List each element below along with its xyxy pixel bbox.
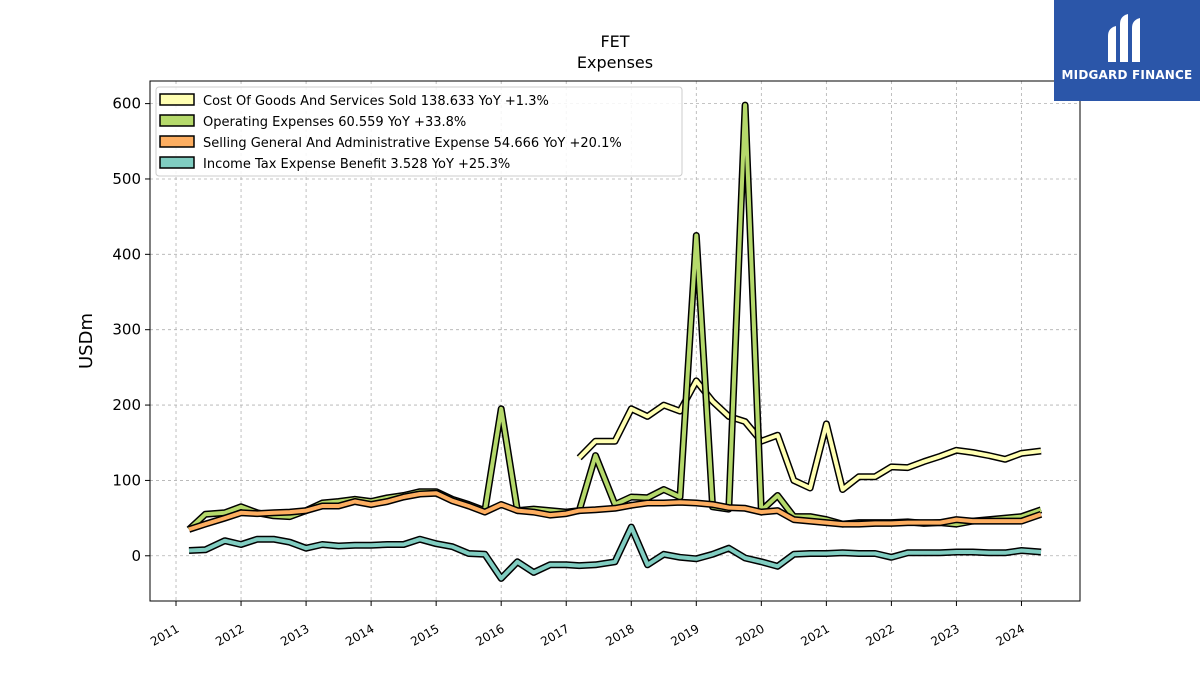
- y-axis-label: USDm: [76, 313, 97, 369]
- y-tick-label: 100: [112, 471, 141, 489]
- brand-name: MIDGARD FINANCE: [1061, 68, 1193, 82]
- legend-label-0: Cost Of Goods And Services Sold 138.633 …: [203, 94, 549, 109]
- legend-swatch-0: [159, 93, 195, 106]
- series-line-outline-0: [576, 377, 1042, 493]
- x-tick-label: 2012: [213, 621, 246, 648]
- x-tick-label: 2011: [148, 621, 181, 648]
- x-tick-label: 2023: [928, 621, 961, 648]
- legend-label-1: Operating Expenses 60.559 YoY +33.8%: [203, 115, 466, 130]
- grid-lines: [150, 81, 1080, 601]
- chart-subtitle: Expenses: [577, 53, 653, 72]
- legend-swatch-1: [159, 114, 195, 127]
- series-lines: [186, 101, 1043, 582]
- plot-frame: [149, 80, 1081, 602]
- legend-label-2: Selling General And Administrative Expen…: [203, 136, 622, 151]
- y-tick-label: 200: [112, 396, 141, 414]
- legend-swatch-3: [159, 156, 195, 169]
- legend-label-3: Income Tax Expense Benefit 3.528 YoY +25…: [203, 157, 510, 172]
- x-tick-label: 2020: [733, 621, 766, 648]
- series-line-3: [188, 525, 1042, 581]
- x-tick-label: 2013: [278, 621, 311, 648]
- x-tick-label: 2018: [603, 621, 636, 648]
- logo-mark-icon: [1108, 14, 1140, 62]
- y-tick-label: 400: [112, 245, 141, 263]
- y-tick-label: 0: [131, 547, 141, 565]
- x-tick-label: 2017: [538, 621, 571, 648]
- x-tick-label: 2015: [408, 621, 441, 648]
- legend: Cost Of Goods And Services Sold 138.633 …: [155, 86, 683, 177]
- y-tick-label: 600: [112, 95, 141, 113]
- x-tick-label: 2021: [798, 621, 831, 648]
- brand-logo: MIDGARD FINANCE: [1054, 0, 1200, 101]
- series-line-0: [577, 378, 1042, 492]
- x-axis-ticks: 2011 2012 2013 2014 2015 2016 2017 2018 2019 2020…: [148, 601, 1027, 649]
- x-tick-label: 2014: [343, 621, 376, 648]
- y-axis-ticks: 0 100 200 300 400 500 600: [112, 95, 150, 565]
- x-tick-label: 2016: [473, 621, 506, 648]
- y-tick-label: 500: [112, 170, 141, 188]
- x-tick-label: 2019: [668, 621, 701, 648]
- series-line-2: [188, 491, 1042, 532]
- y-tick-label: 300: [112, 321, 141, 339]
- x-tick-label: 2024: [994, 621, 1027, 648]
- chart-title: FET: [600, 32, 629, 51]
- legend-box: [155, 86, 683, 177]
- legend-swatch-2: [159, 135, 195, 148]
- x-tick-label: 2022: [863, 621, 896, 648]
